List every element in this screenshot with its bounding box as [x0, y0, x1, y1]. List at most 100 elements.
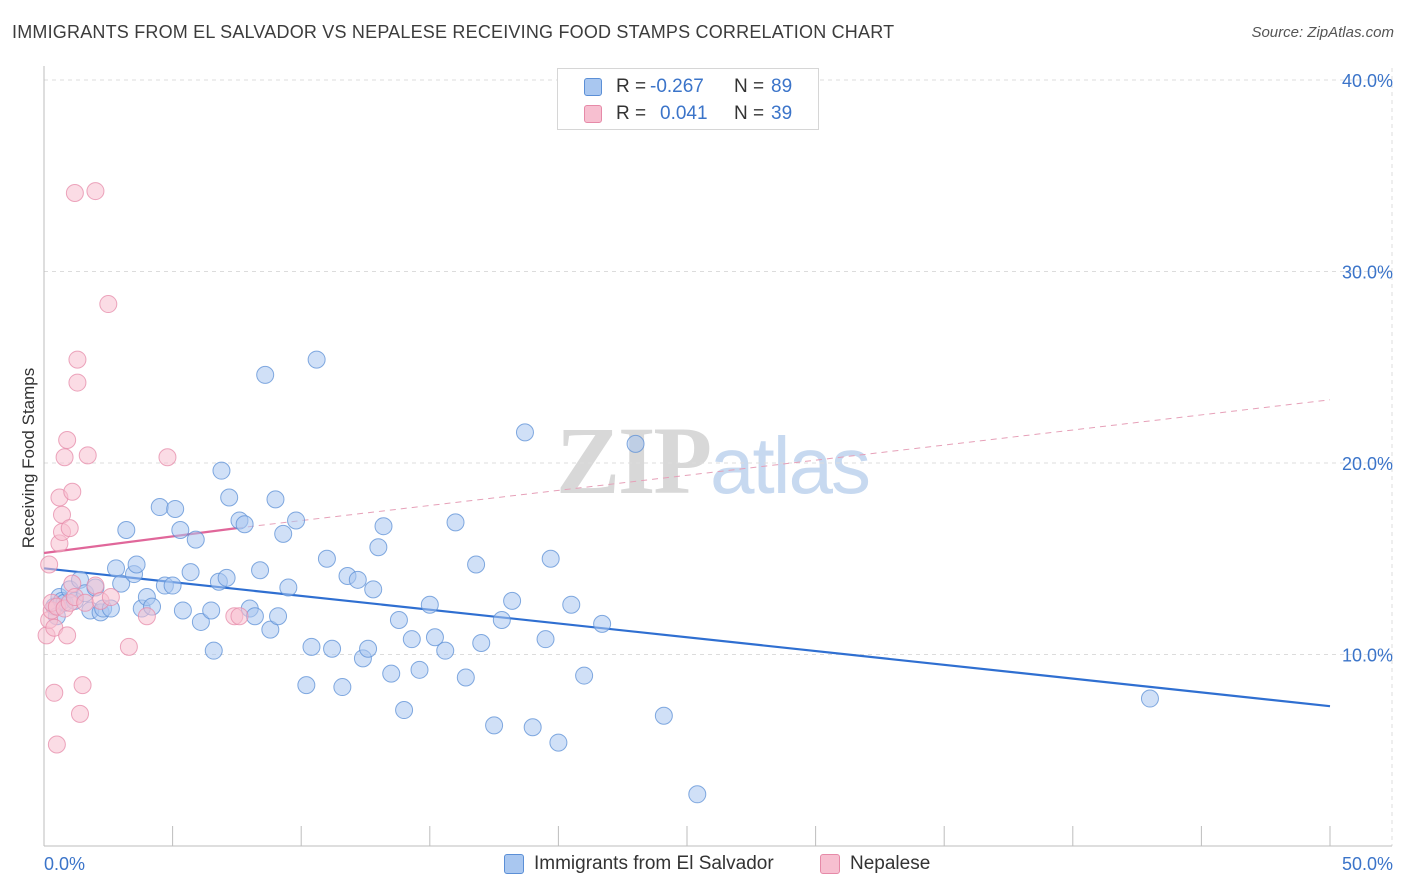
series-el-salvador-points: [45, 350, 1159, 804]
data-point: [256, 365, 275, 384]
y-tick-label: 10.0%: [1342, 646, 1393, 666]
data-point: [112, 574, 131, 593]
legend-r-value: 0.041: [660, 103, 708, 124]
data-point: [58, 431, 77, 450]
legend-row-el-salvador: R = -0.267 N = 89: [558, 73, 818, 101]
data-point: [166, 499, 185, 518]
data-point: [171, 521, 190, 540]
series-nepalese-points: [37, 182, 249, 754]
data-point: [436, 641, 455, 660]
data-point: [86, 182, 105, 201]
watermark-zip: ZIP: [556, 407, 712, 514]
axes: [43, 66, 1392, 847]
data-point: [55, 448, 74, 467]
series-legend: Immigrants from El Salvador Nepalese: [0, 852, 1406, 878]
legend-n-value: 39: [771, 103, 793, 124]
source-label: Source: ZipAtlas.com: [1251, 24, 1394, 41]
data-point: [202, 601, 221, 620]
data-point: [333, 678, 352, 697]
trend-lines: [43, 399, 1331, 708]
data-point: [181, 563, 200, 582]
data-point: [287, 511, 306, 530]
chart-title: IMMIGRANTS FROM EL SALVADOR VS NEPALESE …: [12, 22, 895, 42]
data-point: [101, 588, 120, 607]
data-point: [119, 637, 138, 656]
data-point: [269, 607, 288, 626]
watermark-atlas: atlas: [710, 421, 871, 510]
x-tick-label-max: 50.0%: [1342, 854, 1393, 874]
data-point: [204, 641, 223, 660]
data-point: [456, 668, 475, 687]
data-point: [117, 521, 136, 540]
data-point: [536, 630, 555, 649]
data-point: [73, 676, 92, 695]
data-point: [515, 423, 534, 442]
data-point: [359, 639, 378, 658]
data-point: [76, 593, 95, 612]
data-point: [492, 611, 511, 630]
data-point: [503, 591, 522, 610]
data-point: [220, 488, 239, 507]
legend-swatch-el-salvador: [584, 78, 602, 96]
legend-label-el-salvador: Immigrants from El Salvador: [534, 853, 774, 874]
legend-swatch-nepalese: [820, 854, 840, 874]
data-point: [389, 611, 408, 630]
data-point: [279, 578, 298, 597]
data-point: [626, 434, 645, 453]
data-point: [575, 666, 594, 685]
trend-line-nepalese: [43, 527, 238, 555]
data-point: [163, 576, 182, 595]
watermark: ZIPatlas: [556, 405, 871, 516]
legend-r-label: R =: [616, 76, 647, 97]
data-point: [86, 576, 105, 595]
data-point: [562, 595, 581, 614]
data-point: [274, 524, 293, 543]
data-point: [382, 664, 401, 683]
data-point: [317, 549, 336, 568]
legend-n-label: N =: [734, 103, 765, 124]
grid-lines: [44, 68, 1393, 846]
data-point: [297, 676, 316, 695]
correlation-legend: R = -0.267 N = 89 R = 0.041 N = 39: [557, 68, 819, 130]
legend-n-value: 89: [771, 76, 793, 97]
data-point: [186, 530, 205, 549]
data-point: [472, 634, 491, 653]
legend-r-label: R =: [616, 103, 647, 124]
data-point: [485, 716, 504, 735]
data-point: [402, 630, 421, 649]
data-point: [235, 515, 254, 534]
data-point: [420, 595, 439, 614]
data-point: [191, 612, 210, 631]
data-point: [245, 607, 264, 626]
data-point: [266, 490, 285, 509]
y-tick-label: 20.0%: [1342, 454, 1393, 474]
legend-label-nepalese: Nepalese: [850, 853, 931, 874]
x-tick-label-min: 0.0%: [44, 854, 85, 874]
data-point: [369, 538, 388, 557]
data-points: [37, 182, 1159, 804]
legend-swatch-nepalese: [584, 105, 602, 123]
data-point: [40, 555, 59, 574]
y-axis-label: Receiving Food Stamps: [19, 368, 38, 548]
data-point: [251, 561, 270, 580]
data-point: [173, 601, 192, 620]
data-point: [1140, 689, 1159, 708]
data-point: [541, 549, 560, 568]
data-point: [68, 373, 87, 392]
legend-swatch-el-salvador: [504, 854, 524, 874]
data-point: [68, 350, 87, 369]
data-point: [47, 735, 66, 754]
data-point: [654, 706, 673, 725]
data-point: [58, 626, 77, 645]
data-point: [127, 555, 146, 574]
data-point: [302, 637, 321, 656]
data-point: [348, 570, 367, 589]
data-point: [688, 785, 707, 804]
data-point: [410, 660, 429, 679]
data-point: [63, 482, 82, 501]
data-point: [593, 614, 612, 633]
data-point: [523, 718, 542, 737]
data-point: [217, 568, 236, 587]
data-point: [158, 448, 177, 467]
